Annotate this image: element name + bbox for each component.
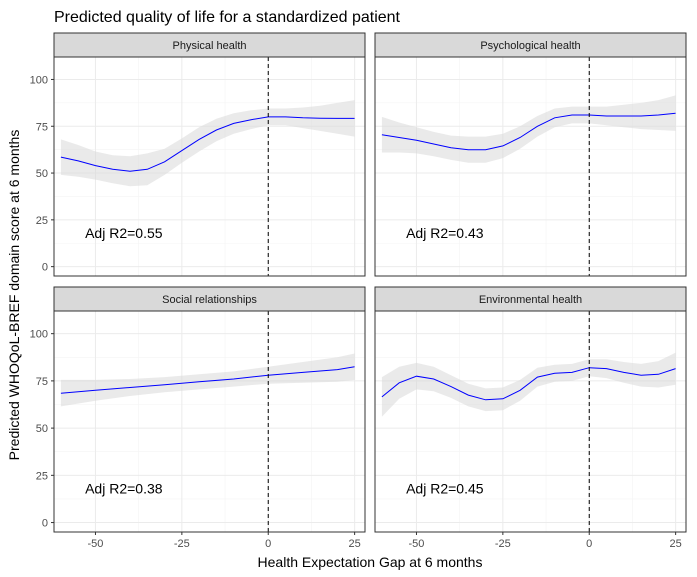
facet-strip-label: Environmental health xyxy=(479,294,582,306)
confidence-ribbon xyxy=(381,95,676,163)
adj-r2-annotation: Adj R2=0.55 xyxy=(85,225,163,241)
facet-strip-label: Psychological health xyxy=(480,40,580,52)
panel-4: Environmental health Adj R2=0.45 -50 -25 0 25 xyxy=(374,286,687,550)
panel-border xyxy=(374,56,687,277)
y-axis-title: Predicted WHOQoL-BREF domain score at 6 … xyxy=(6,130,22,461)
panel-border xyxy=(374,310,687,533)
facet-strip xyxy=(53,286,366,312)
adj-r2-annotation: Adj R2=0.43 xyxy=(406,225,484,241)
x-tick-label: 25 xyxy=(670,538,682,550)
y-tick-label: 100 xyxy=(30,329,48,341)
adj-r2-annotation: Adj R2=0.38 xyxy=(85,481,163,497)
predicted-line xyxy=(381,112,676,151)
x-tick-label: 25 xyxy=(349,538,361,550)
panel-3: Social relationships Adj R2=0.38 0 25 50 75 10… xyxy=(30,286,366,550)
y-tick-label: 0 xyxy=(42,518,48,530)
x-tick-label: -25 xyxy=(495,538,511,550)
confidence-ribbon xyxy=(60,353,355,407)
facet-strip xyxy=(53,32,366,58)
panel-border xyxy=(53,310,366,533)
chart-title: Predicted quality of life for a standard… xyxy=(54,9,401,26)
predicted-line xyxy=(381,367,676,401)
y-tick-label: 0 xyxy=(42,262,48,274)
panel-1: Physical health Adj R2=0.55 0 25 50 75 100 xyxy=(30,32,366,277)
predicted-line xyxy=(60,366,355,394)
x-tick-label: -25 xyxy=(174,538,190,550)
predicted-line xyxy=(60,116,355,172)
y-tick-label: 25 xyxy=(36,470,48,482)
panel-background xyxy=(375,311,686,532)
panel-2: Psychological health Adj R2=0.43 xyxy=(374,32,687,277)
x-tick-label: 0 xyxy=(586,538,592,550)
y-tick-label: 75 xyxy=(36,376,48,388)
y-tick-label: 100 xyxy=(30,74,48,86)
y-tick-label: 50 xyxy=(36,423,48,435)
facet-strip xyxy=(374,286,687,312)
y-tick-label: 25 xyxy=(36,215,48,227)
y-tick-label: 50 xyxy=(36,168,48,180)
x-axis-title: Health Expectation Gap at 6 months xyxy=(258,554,483,570)
panel-border xyxy=(53,56,366,277)
x-tick-label: -50 xyxy=(409,538,425,550)
adj-r2-annotation: Adj R2=0.45 xyxy=(406,481,484,497)
panel-background xyxy=(54,311,365,532)
confidence-ribbon xyxy=(60,100,355,187)
x-tick-label: -50 xyxy=(88,538,104,550)
panels-group: Physical health Adj R2=0.55 0 25 50 75 100 Psyc… xyxy=(30,32,687,550)
panel-background xyxy=(375,57,686,276)
facet-strip-label: Physical health xyxy=(173,40,247,52)
facet-strip-label: Social relationships xyxy=(162,294,257,306)
y-tick-label: 75 xyxy=(36,121,48,133)
x-tick-label: 0 xyxy=(265,538,271,550)
